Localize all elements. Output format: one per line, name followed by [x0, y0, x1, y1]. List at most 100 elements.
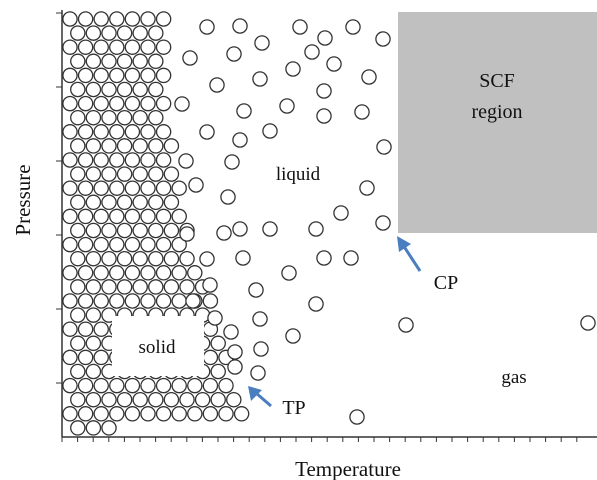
solid-particle	[171, 265, 187, 281]
solid-particle	[101, 81, 117, 98]
solid-particle	[116, 53, 133, 70]
solid-particle	[218, 406, 234, 422]
triple-point-label: TP	[282, 397, 305, 419]
solid-particle	[116, 222, 133, 239]
solid-particle	[155, 180, 172, 196]
fluid-particle	[308, 221, 324, 237]
solid-particle	[70, 25, 86, 41]
solid-particle	[85, 363, 102, 380]
solid-particle	[210, 391, 226, 408]
solid-particle	[85, 138, 102, 154]
solid-particle	[70, 335, 86, 352]
fluid-particle	[252, 71, 268, 87]
solid-particle	[140, 180, 156, 196]
fluid-particle	[224, 154, 240, 170]
solid-particle	[124, 208, 141, 225]
fluid-particle	[209, 77, 225, 93]
solid-particle	[62, 236, 78, 253]
solid-particle	[101, 194, 117, 211]
fluid-particle	[232, 18, 248, 34]
cp-arrow-shaft	[401, 244, 422, 272]
solid-particle	[70, 138, 86, 154]
solid-particle	[179, 391, 195, 408]
solid-particle	[148, 109, 164, 126]
solid-particle	[210, 363, 226, 380]
fluid-particle	[333, 205, 349, 221]
solid-particle	[101, 222, 117, 239]
solid-particle	[70, 363, 86, 380]
solid-particle	[132, 25, 148, 41]
solid-particle	[109, 265, 125, 281]
fluid-particle	[252, 311, 268, 327]
solid-particle	[109, 39, 125, 55]
solid-particle	[85, 194, 102, 211]
solid-particle	[77, 124, 94, 140]
solid-particle	[202, 293, 219, 309]
fluid-particle	[316, 250, 332, 266]
solid-particle	[226, 391, 242, 408]
fluid-particle	[227, 344, 243, 360]
fluid-particle	[345, 19, 361, 35]
solid-label-box	[112, 316, 204, 376]
solid-particle	[116, 25, 133, 41]
point-arrows	[248, 236, 422, 408]
solid-particle	[109, 406, 125, 422]
solid-particle	[116, 138, 133, 154]
fluid-particle	[262, 123, 278, 139]
solid-particle	[116, 194, 133, 211]
solid-particle	[109, 67, 125, 84]
solid-particle	[140, 377, 156, 394]
solid-particle	[70, 194, 86, 211]
solid-particle	[62, 67, 78, 84]
solid-particle	[109, 124, 125, 140]
solid-particle	[148, 194, 164, 211]
solid-particle	[70, 166, 86, 182]
fluid-particle	[199, 251, 215, 267]
fluid-particle	[207, 310, 223, 326]
fluid-particle	[580, 315, 596, 331]
fluid-particle	[292, 19, 308, 35]
fluid-particle	[235, 250, 251, 266]
solid-particle	[77, 265, 94, 281]
solid-particle	[77, 349, 94, 366]
solid-particle	[62, 124, 78, 140]
solid-particle	[124, 152, 141, 168]
fluid-particle	[227, 359, 243, 375]
solid-particle	[70, 109, 86, 126]
solid-particle	[62, 349, 78, 366]
solid-particle	[124, 11, 141, 27]
solid-particle	[101, 420, 117, 436]
solid-particle	[77, 152, 94, 168]
solid-particle	[85, 335, 102, 352]
solid-particle	[202, 377, 219, 394]
solid-particle	[85, 222, 102, 239]
solid-particle	[93, 152, 109, 168]
solid-particle	[155, 377, 172, 394]
fluid-particle	[216, 225, 232, 241]
solid-particle	[163, 279, 180, 295]
solid-particle	[62, 377, 78, 394]
solid-particle	[202, 349, 219, 366]
solid-particle	[116, 81, 133, 98]
axis-ticks	[56, 12, 578, 442]
scf-label-line2: region	[471, 101, 522, 123]
solid-particle	[148, 53, 164, 70]
solid-particle	[163, 194, 180, 211]
solid-particle	[93, 377, 109, 394]
solid-particle	[93, 95, 109, 112]
solid-particle	[163, 138, 180, 154]
fluid-particle	[232, 221, 248, 237]
solid-particle	[62, 180, 78, 196]
fluid-particle	[398, 317, 414, 333]
fluid-particle	[317, 30, 333, 46]
solid-particle	[132, 81, 148, 98]
fluid-particle	[279, 98, 295, 114]
solid-particle	[85, 420, 102, 436]
fluid-particle	[199, 19, 215, 35]
solid-particle	[140, 265, 156, 281]
solid-particle	[140, 152, 156, 168]
fluid-particle	[361, 69, 377, 85]
solid-particle	[171, 377, 187, 394]
solid-particle	[171, 180, 187, 196]
